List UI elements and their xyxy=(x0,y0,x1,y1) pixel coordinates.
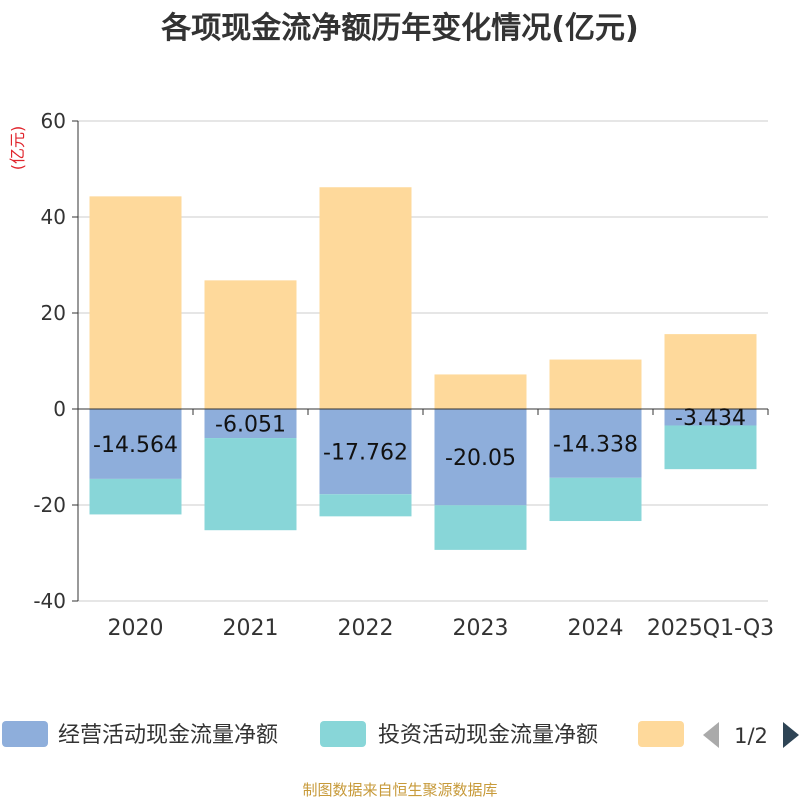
bars xyxy=(89,187,757,550)
data-label: -14.338 xyxy=(553,432,638,457)
y-tick-label: 60 xyxy=(41,109,66,133)
bar-investing xyxy=(319,494,412,517)
x-tick-label: 2023 xyxy=(453,616,509,641)
x-tick-label: 2020 xyxy=(108,616,164,641)
bar-operating xyxy=(664,409,757,426)
legend-swatch-investing xyxy=(320,721,366,747)
data-label: -17.762 xyxy=(323,441,408,466)
bar-operating xyxy=(89,409,182,479)
bar-third xyxy=(204,280,297,409)
bar-operating xyxy=(434,409,527,506)
gridlines xyxy=(78,120,768,602)
data-label: -3.434 xyxy=(675,406,746,431)
bar-operating xyxy=(204,409,297,439)
chart-title: 各项现金流净额历年变化情况(亿元) xyxy=(160,11,638,46)
legend-label-investing: 投资活动现金流量净额 xyxy=(378,723,598,748)
legend-swatch-third xyxy=(638,721,684,747)
legend[interactable]: 经营活动现金流量净额 投资活动现金流量净额 1/2 xyxy=(2,721,799,748)
axes: -40 -20 0 20 40 60 2020 2021 2022 2023 2024 2025Q1-… xyxy=(33,109,774,641)
data-labels: -14.564 -6.051 -17.762 -20.05 -14.338 -3.434 xyxy=(93,406,746,471)
legend-page-indicator: 1/2 xyxy=(734,724,768,748)
legend-next-page-icon[interactable] xyxy=(783,722,799,748)
y-tick-label: 20 xyxy=(41,301,66,325)
bar-third xyxy=(664,334,757,409)
bar-investing xyxy=(204,438,297,531)
bar-investing xyxy=(664,425,757,470)
x-tick-label: 2021 xyxy=(223,616,279,641)
bar-investing xyxy=(549,477,642,522)
data-label: -6.051 xyxy=(215,413,286,438)
legend-label-operating: 经营活动现金流量净额 xyxy=(58,723,278,748)
legend-swatch-operating xyxy=(2,721,48,747)
bar-third xyxy=(89,196,182,409)
y-tick-label: 40 xyxy=(41,205,66,229)
legend-prev-page-icon[interactable] xyxy=(703,722,719,748)
bar-investing xyxy=(434,505,527,550)
y-axis-unit: (亿元) xyxy=(8,126,27,171)
y-tick-label: 0 xyxy=(53,397,66,421)
data-source: 制图数据来自恒生聚源数据库 xyxy=(302,781,497,799)
y-tick-label: -40 xyxy=(33,589,66,613)
y-tick-label: -20 xyxy=(33,493,66,517)
data-label: -14.564 xyxy=(93,433,178,458)
bar-investing xyxy=(89,478,182,515)
x-tick-label: 2025Q1-Q3 xyxy=(647,616,774,641)
bar-third xyxy=(549,359,642,409)
x-tick-label: 2024 xyxy=(568,616,624,641)
bar-third xyxy=(434,374,527,409)
bar-operating xyxy=(319,409,412,495)
x-tick-label: 2022 xyxy=(338,616,394,641)
bar-operating xyxy=(549,409,642,478)
bar-third xyxy=(319,187,412,409)
data-label: -20.05 xyxy=(445,446,516,471)
